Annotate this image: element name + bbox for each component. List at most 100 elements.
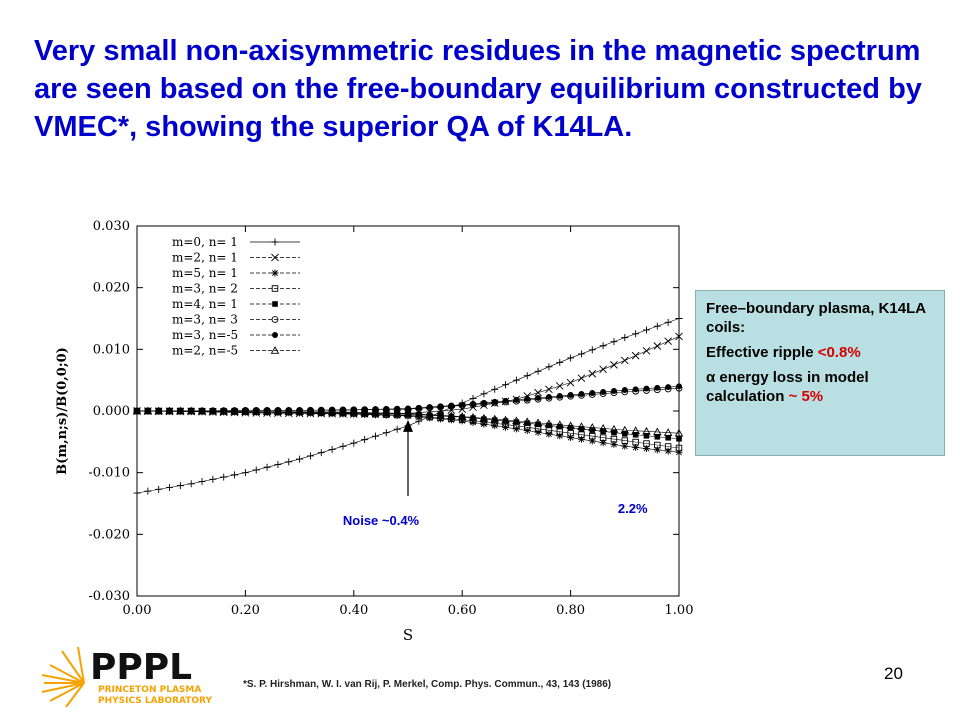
data-point: [544, 419, 554, 428]
data-point: [241, 469, 249, 477]
data-point: [566, 378, 575, 387]
data-point: [534, 428, 542, 436]
data-point: [578, 426, 585, 432]
data-point: [664, 337, 672, 346]
data-point: [589, 432, 596, 440]
data-point: [491, 417, 498, 423]
data-point: [187, 480, 195, 488]
data-point: [589, 390, 596, 396]
y-tick-label: 0.030: [93, 219, 130, 234]
data-point: [252, 466, 260, 474]
data-point: [545, 393, 552, 400]
data-point: [502, 397, 509, 404]
data-point: [654, 384, 661, 391]
data-point: [577, 350, 585, 358]
legend-marker: [271, 238, 279, 246]
data-point: [295, 407, 304, 415]
data-point: [599, 342, 607, 350]
data-point: [371, 432, 379, 440]
legend-marker: [271, 253, 279, 262]
axis-ticks: 0.00 0.20 0.40 0.60 0.80 1.00 0.030 0.020 0.010 0…: [88, 219, 693, 618]
data-point: [675, 315, 683, 322]
y-tick-label: 0.020: [93, 281, 130, 296]
data-point: [664, 447, 672, 455]
data-point: [306, 407, 315, 415]
legend-label: m=0, n= 1: [172, 235, 238, 249]
legend-label: m=4, n= 1: [172, 297, 238, 311]
data-point: [632, 432, 639, 438]
data-point: [588, 346, 596, 354]
data-point: [437, 403, 444, 410]
data-point: [155, 485, 163, 493]
data-point: [383, 410, 390, 417]
data-point: [490, 414, 499, 423]
noise-annotation: Noise ~0.4%: [343, 513, 420, 528]
data-point: [632, 386, 639, 393]
data-point: [522, 417, 532, 426]
data-point: [231, 471, 239, 479]
data-point: [513, 396, 520, 403]
data-point: [600, 389, 607, 395]
data-point: [621, 442, 629, 450]
data-point: [416, 411, 422, 418]
y-tick-label: 0.010: [93, 342, 130, 357]
data-point: [631, 426, 640, 434]
data-point: [437, 413, 444, 419]
data-point: [394, 411, 400, 417]
data-point: [209, 407, 216, 414]
data-point: [654, 433, 661, 440]
data-point: [653, 427, 662, 436]
data-point: [133, 489, 141, 497]
data-point: [481, 416, 487, 422]
data-point: [556, 423, 563, 430]
x-tick-label: 0.00: [123, 603, 152, 618]
data-point: [610, 435, 618, 443]
data-point: [491, 385, 499, 393]
data-point: [642, 426, 651, 435]
legend-label: m=3, n= 3: [172, 313, 238, 327]
data-point: [263, 463, 271, 471]
data-point: [219, 406, 228, 415]
data-point: [588, 369, 597, 378]
ripple-value: <0.8%: [817, 344, 861, 361]
data-point: [317, 407, 326, 416]
data-point: [491, 398, 498, 405]
data-point: [653, 322, 661, 330]
logo-line2: PHYSICS LABORATORY: [98, 696, 212, 706]
legend-label: m=3, n= 2: [172, 282, 238, 296]
ripple-annotation: 2.2%: [618, 501, 648, 516]
data-point: [469, 418, 477, 426]
data-point: [502, 381, 510, 389]
x-tick-label: 0.40: [339, 603, 368, 618]
data-point: [360, 408, 369, 416]
data-point: [578, 391, 585, 397]
data-point: [621, 387, 628, 394]
energy-value: ~ 5%: [788, 388, 824, 405]
info-line-plasma: Free–boundary plasma, K14LA coils:: [706, 300, 926, 336]
data-point: [588, 437, 596, 445]
x-tick-label: 1.00: [665, 603, 694, 618]
data-point: [132, 406, 142, 415]
data-point: [577, 374, 586, 383]
data-point: [610, 338, 618, 346]
data-point: [371, 408, 380, 416]
data-point: [176, 482, 184, 490]
data-point: [405, 411, 411, 417]
data-point: [262, 407, 272, 415]
data-point: [567, 354, 575, 362]
y-axis-label: B(m,n;s)/B(0,0;0): [55, 347, 70, 475]
data-point: [186, 406, 196, 415]
data-point: [665, 384, 672, 391]
data-point: [479, 413, 489, 422]
y-tick-label: -0.030: [88, 589, 130, 604]
data-point: [643, 432, 650, 439]
data-point: [610, 440, 618, 448]
data-point: [350, 439, 358, 447]
data-point: [306, 452, 314, 460]
data-point: [327, 407, 337, 416]
data-point: [567, 391, 574, 398]
data-point: [457, 412, 467, 420]
data-point: [328, 445, 336, 453]
series-line: [137, 410, 680, 434]
data-point: [523, 372, 531, 380]
